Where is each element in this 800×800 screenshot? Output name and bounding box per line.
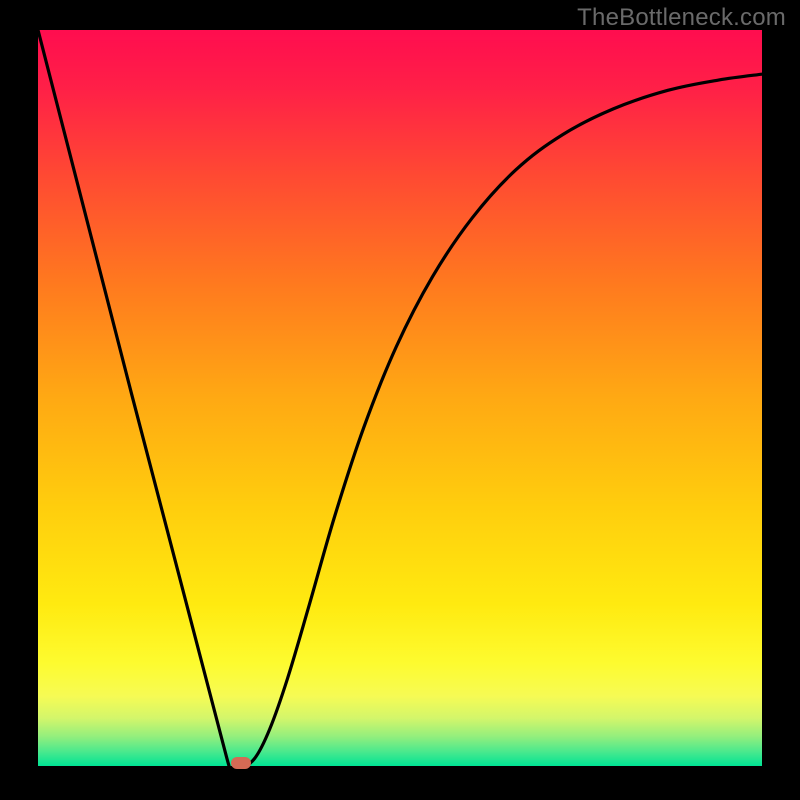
optimum-marker [231, 757, 251, 769]
bottleneck-curve [38, 30, 762, 766]
chart-frame: TheBottleneck.com [0, 0, 800, 800]
watermark-text: TheBottleneck.com [577, 4, 786, 32]
plot-area [38, 30, 762, 766]
